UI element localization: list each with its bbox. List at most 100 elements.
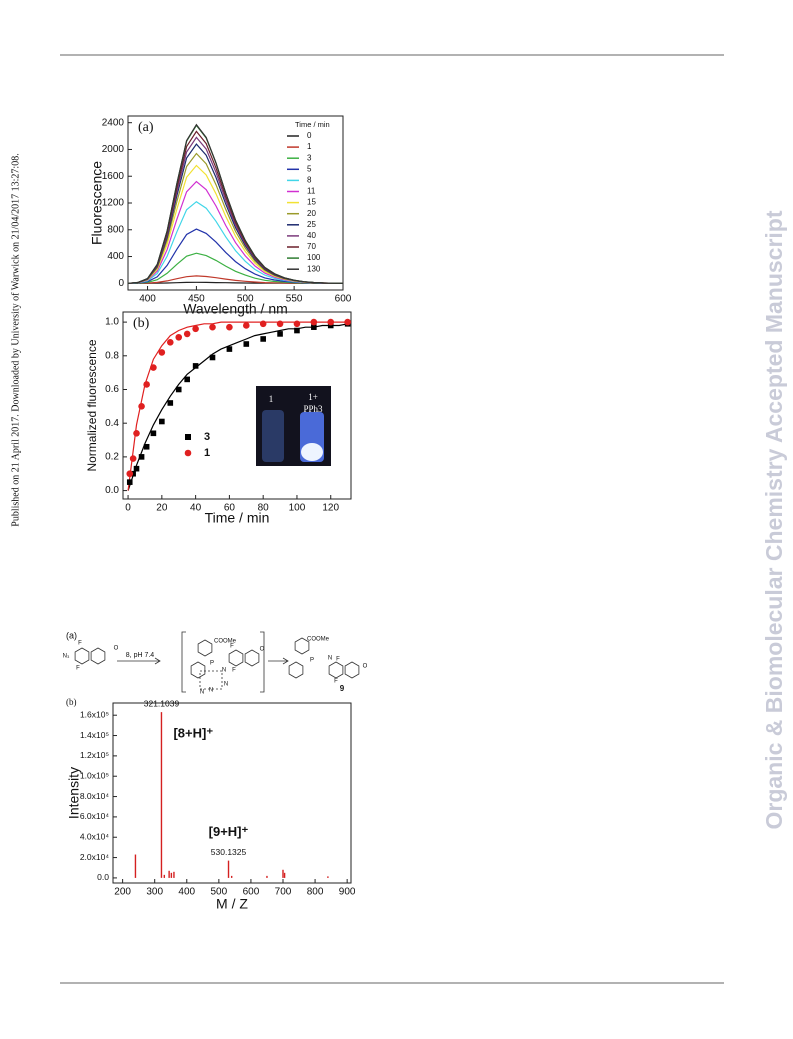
y-axis-title: Normalized fluorescence: [85, 339, 99, 471]
point: [130, 470, 136, 477]
legend-title: Time / min: [295, 120, 330, 129]
point: [143, 443, 150, 450]
point: [209, 354, 216, 361]
point: [192, 325, 199, 333]
point: [327, 322, 334, 329]
y-tick-label: 1.2x10⁵: [80, 750, 109, 760]
y-axis-title: Intensity: [66, 767, 82, 819]
x-tick-label: 400: [139, 294, 156, 305]
legend-label: 130: [307, 264, 321, 273]
ring: [197, 639, 213, 657]
x-tick-label: 40: [190, 503, 202, 514]
x-tick-label: 800: [307, 887, 324, 898]
legend-label: 5: [307, 164, 312, 173]
ring: [288, 661, 304, 679]
x-tick-label: 700: [275, 887, 292, 898]
x-tick-label: 450: [188, 294, 205, 305]
y-tick-label: 6.0x10⁴: [80, 811, 110, 821]
y-tick-label: 0: [118, 278, 124, 289]
scheme-label: F: [232, 668, 236, 674]
y-tick-label: 1200: [102, 198, 125, 209]
point: [133, 429, 140, 437]
point: [183, 330, 191, 338]
x-tick-label: 120: [322, 503, 339, 514]
point: [260, 336, 266, 342]
point: [184, 376, 190, 383]
legend-label: 70: [307, 242, 316, 251]
legend-label: 1: [204, 447, 210, 459]
x-axis-title: Wavelength / nm: [183, 301, 288, 317]
point: [242, 322, 250, 329]
legend-label: 0: [307, 131, 312, 140]
scheme-label: P: [210, 661, 214, 667]
point: [138, 403, 145, 410]
point: [276, 320, 284, 328]
point: [327, 318, 335, 326]
x-tick-label: 0: [125, 503, 131, 514]
scheme-label: P: [310, 658, 314, 664]
x-tick-label: 200: [114, 887, 131, 898]
y-tick-label: 2400: [102, 117, 125, 128]
x-tick-label: 900: [339, 887, 356, 898]
ion-label: [8+H]⁺: [173, 726, 213, 741]
scheme-label: COOMe: [214, 639, 237, 645]
point: [126, 479, 133, 485]
y-tick-label: 1.6x10⁵: [80, 709, 109, 719]
legend-label: 8: [307, 176, 312, 185]
scheme-drawing: [117, 631, 289, 693]
y-tick-label: 1.4x10⁵: [80, 730, 109, 740]
point: [243, 341, 250, 347]
y-tick-label: 800: [107, 224, 124, 235]
scheme-label: N: [222, 668, 226, 674]
legend-marker: [185, 434, 191, 440]
ring: [244, 649, 260, 667]
y-axis-title: Fluorescence: [89, 161, 105, 245]
x-tick-label: 600: [335, 294, 352, 305]
legend-label: 100: [307, 253, 321, 262]
legend-label: 3: [307, 153, 312, 162]
point: [143, 381, 150, 388]
y-tick-label: 0.6: [105, 384, 119, 395]
y-tick-label: 8.0x10⁴: [80, 791, 110, 801]
y-tick-label: 2000: [102, 144, 125, 155]
scheme-label: F: [230, 644, 234, 650]
point: [311, 324, 317, 330]
legend-label: 3: [204, 431, 210, 443]
x-tick-label: 400: [178, 887, 195, 898]
y-tick-label: 0.2: [105, 452, 119, 463]
scheme-label: N: [328, 656, 332, 662]
y-tick-label: 1.0x10⁵: [80, 770, 109, 780]
y-tick-label: 1.0: [105, 317, 119, 328]
inset-label: 1: [269, 394, 274, 404]
panel-label: (a): [138, 120, 154, 135]
point: [310, 318, 318, 326]
legend-label: 1: [307, 142, 312, 151]
x-tick-label: 300: [146, 887, 163, 898]
x-tick-label: 60: [224, 503, 236, 514]
ring: [228, 649, 244, 667]
ring: [190, 661, 206, 679]
scheme-rings: [74, 637, 360, 679]
ring: [90, 647, 106, 665]
point: [192, 363, 199, 369]
plot-frame: [122, 311, 352, 500]
panel-label: (b): [133, 316, 150, 331]
ring: [344, 661, 360, 679]
x-tick-label: 500: [211, 887, 228, 898]
panel-label: (b): [66, 697, 77, 707]
scheme-label: O: [114, 646, 119, 652]
x-axis-title: Time / min: [205, 510, 270, 526]
x-axis-title: M / Z: [216, 896, 248, 912]
point: [158, 349, 166, 356]
vial: [262, 410, 284, 462]
point: [344, 318, 351, 326]
scheme-label: F: [334, 679, 338, 685]
fit-curve: [127, 323, 348, 491]
scheme-label: F: [78, 641, 82, 647]
y-tick-label: 0.8: [105, 350, 119, 361]
glow: [301, 443, 323, 461]
ring: [294, 637, 310, 655]
legend-label: 25: [307, 220, 316, 229]
inset-label: 1+: [308, 392, 318, 402]
